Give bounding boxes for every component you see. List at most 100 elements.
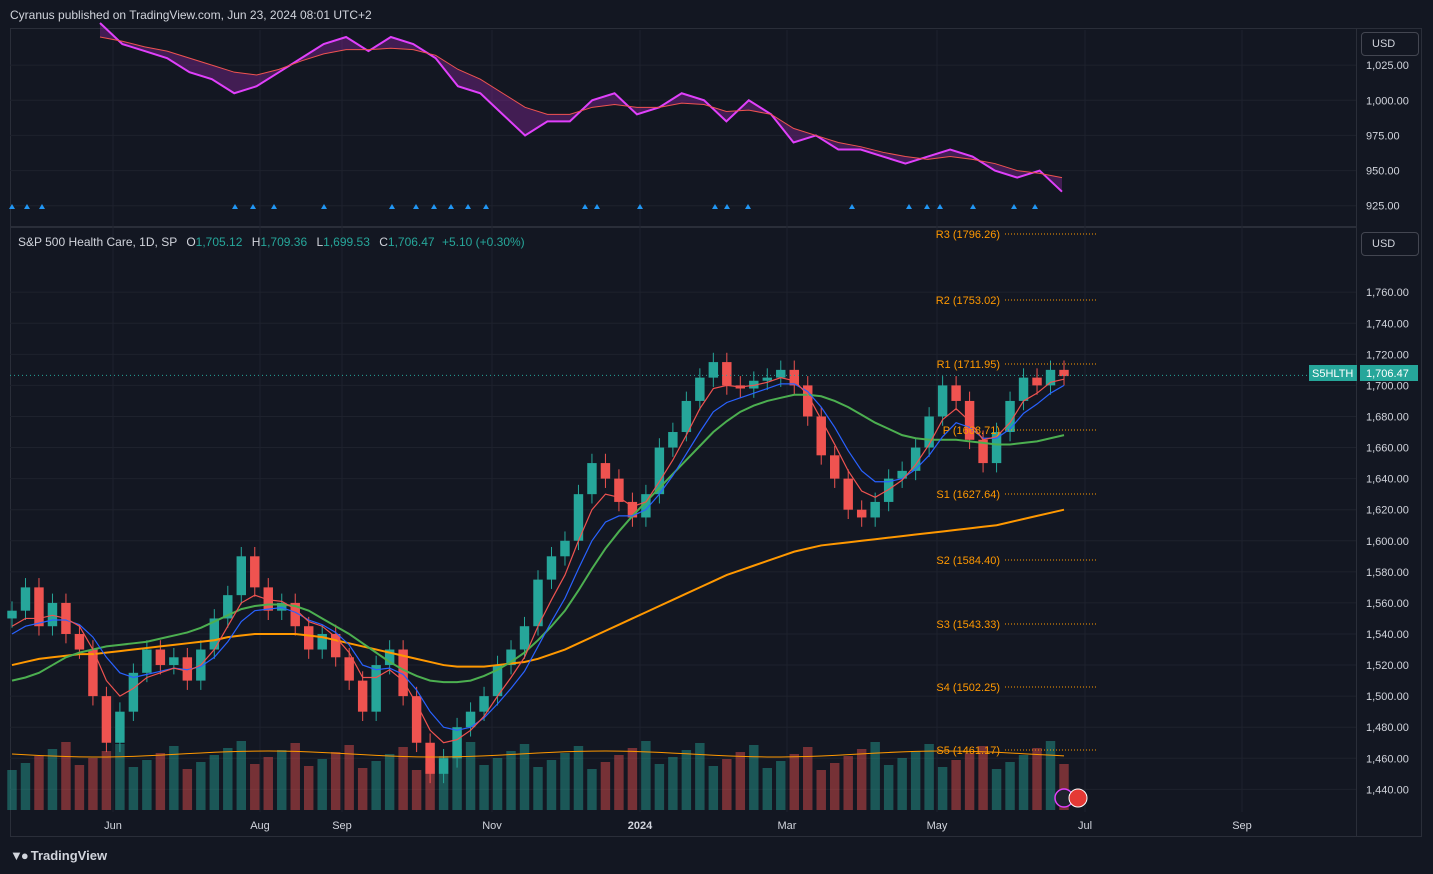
volume-bar bbox=[1018, 755, 1029, 810]
candle-body bbox=[250, 556, 260, 588]
osc-tick-label: 1,025.00 bbox=[1366, 60, 1409, 72]
price-tick-label: 1,520.00 bbox=[1366, 660, 1409, 672]
candle-body bbox=[88, 649, 98, 697]
candle-body bbox=[600, 463, 611, 479]
candle-body bbox=[34, 587, 44, 627]
candle-body bbox=[587, 463, 597, 495]
volume-bar bbox=[196, 762, 206, 810]
time-tick-label: Nov bbox=[482, 820, 502, 832]
candle-body bbox=[856, 509, 867, 518]
price-axis[interactable]: 1,025.00 1,000.00 975.00 950.00 925.00 1,760.… bbox=[1366, 60, 1409, 796]
tradingview-logo[interactable]: ▼● TradingView bbox=[10, 848, 107, 863]
signal-marker bbox=[389, 204, 395, 209]
price-tick-label: 1,480.00 bbox=[1366, 722, 1409, 734]
ema-mid-line bbox=[11, 383, 1065, 731]
volume-bar bbox=[506, 751, 516, 810]
candle-body bbox=[1059, 369, 1069, 377]
candle-body bbox=[776, 369, 786, 378]
osc-slow-line bbox=[99, 36, 1063, 179]
signal-marker bbox=[582, 204, 588, 209]
time-tick-label: Jun bbox=[104, 820, 122, 832]
volume-bar bbox=[937, 767, 948, 810]
price-tick-label: 1,560.00 bbox=[1366, 598, 1409, 610]
volume-bar bbox=[829, 763, 840, 810]
volume-bar bbox=[762, 768, 773, 810]
signal-marker bbox=[483, 204, 489, 209]
symbol-legend[interactable]: S&P 500 Health Care, 1D, SP O1,705.12 H1… bbox=[18, 235, 525, 249]
candle-body bbox=[870, 501, 880, 518]
volume-bar bbox=[182, 769, 193, 810]
candle-body bbox=[1005, 400, 1015, 433]
candle-body bbox=[681, 400, 692, 433]
flag-icons[interactable] bbox=[1054, 788, 1088, 808]
pivot-label: P (1668.71) bbox=[943, 425, 1000, 437]
volume-bar bbox=[600, 762, 611, 810]
candle-body bbox=[883, 478, 894, 502]
time-tick-label: Jul bbox=[1078, 820, 1092, 832]
volume-bar bbox=[1045, 741, 1056, 810]
sma-long-line bbox=[11, 508, 1065, 668]
oscillator-pane bbox=[9, 22, 1063, 209]
price-tick-label: 1,500.00 bbox=[1366, 691, 1409, 703]
candle-body bbox=[74, 633, 85, 650]
candle-body bbox=[223, 595, 233, 619]
signal-marker bbox=[594, 204, 600, 209]
volume-bar bbox=[897, 758, 907, 810]
volume-bar bbox=[61, 742, 71, 810]
volume-bar bbox=[870, 742, 880, 810]
price-badge-bg bbox=[1360, 365, 1418, 381]
time-axis[interactable]: Jun Aug Sep Nov 2024 Mar May Jul Sep bbox=[104, 820, 1252, 832]
pivot-levels: R3 (1796.26) R2 (1753.02) R1 (1711.95) P (1… bbox=[936, 229, 1096, 757]
volume-bar bbox=[344, 745, 354, 810]
candle-body bbox=[789, 369, 799, 386]
candle-body bbox=[398, 649, 408, 697]
candle-body bbox=[924, 416, 934, 448]
price-tick-label: 1,700.00 bbox=[1366, 380, 1409, 392]
price-tick-label: 1,580.00 bbox=[1366, 567, 1409, 579]
volume-bar bbox=[668, 757, 678, 810]
candle-body bbox=[317, 633, 327, 650]
candle-body bbox=[560, 540, 570, 557]
volume-bar bbox=[290, 743, 300, 810]
volume-bar bbox=[209, 755, 220, 810]
volume-bar bbox=[627, 748, 638, 810]
volume-bar bbox=[169, 746, 179, 810]
signal-marker bbox=[448, 204, 454, 209]
osc-fill-area bbox=[100, 22, 1062, 192]
price-badge-value: 1,706.47 bbox=[1366, 368, 1409, 380]
volume-bar bbox=[749, 745, 759, 810]
price-tick-label: 1,600.00 bbox=[1366, 536, 1409, 548]
signal-marker bbox=[724, 204, 730, 209]
candle-body bbox=[142, 649, 152, 673]
signal-marker bbox=[271, 204, 277, 209]
volume-bar bbox=[128, 767, 139, 810]
currency-button-main[interactable]: USD bbox=[1361, 232, 1419, 256]
osc-tick-label: 1,000.00 bbox=[1366, 95, 1409, 107]
candle-body bbox=[803, 385, 813, 417]
pane-divider[interactable] bbox=[10, 226, 1356, 228]
price-axis-divider bbox=[1356, 28, 1357, 837]
candle-body bbox=[978, 439, 988, 464]
volume-bar bbox=[776, 761, 786, 810]
us-flag-icon[interactable] bbox=[1068, 788, 1088, 808]
volume-bar bbox=[330, 752, 341, 810]
pivot-label: R1 (1711.95) bbox=[937, 359, 1000, 371]
currency-button-oscillator[interactable]: USD bbox=[1361, 32, 1419, 56]
signal-marker bbox=[1032, 204, 1038, 209]
candle-body bbox=[614, 478, 624, 502]
time-tick-label: May bbox=[927, 820, 948, 832]
price-badge: S5HLTH 1,706.47 bbox=[1309, 365, 1418, 381]
ema-fast-line bbox=[11, 377, 1065, 744]
candle-body bbox=[344, 657, 354, 681]
tv-logo-icon: ▼● bbox=[10, 848, 29, 863]
price-pane bbox=[7, 352, 1308, 810]
candle-body bbox=[1045, 369, 1056, 386]
candle-body bbox=[816, 416, 826, 456]
candle-body bbox=[897, 470, 907, 479]
candle-body bbox=[533, 579, 543, 627]
volume-bar bbox=[223, 748, 233, 810]
candle-body bbox=[452, 727, 462, 759]
candle-body bbox=[20, 587, 31, 611]
candle-body bbox=[438, 758, 449, 774]
